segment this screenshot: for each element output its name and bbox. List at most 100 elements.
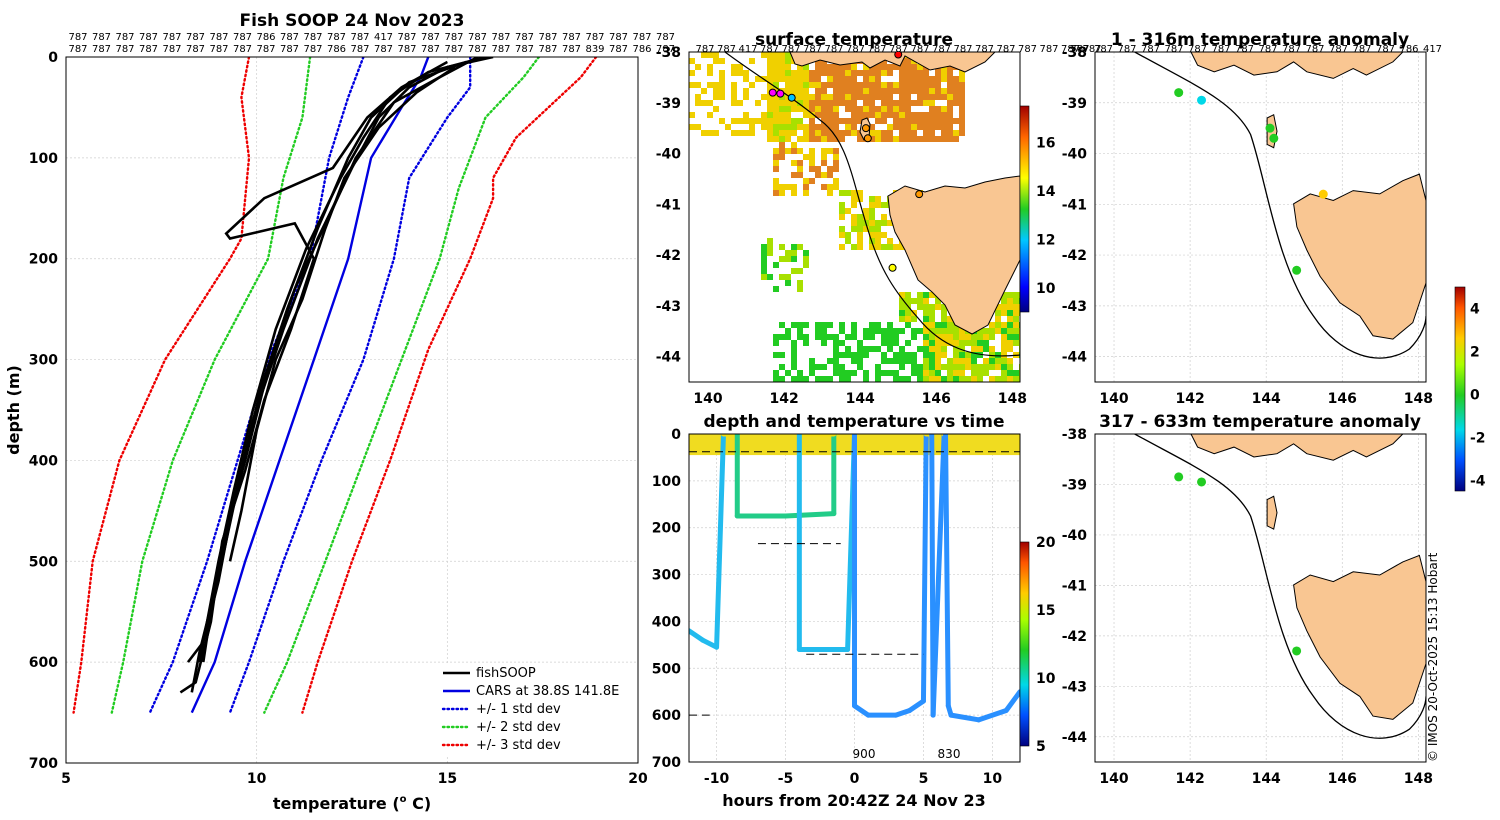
sst-pixel [791, 70, 797, 76]
sst-pixel [773, 82, 779, 88]
sst-pixel [845, 76, 851, 82]
sst-pixel [887, 100, 893, 106]
timeseries-segment [920, 434, 929, 704]
sst-pixel [779, 274, 785, 280]
sst-pixel [983, 370, 989, 376]
sst-pixel [899, 76, 905, 82]
sst-pixel [761, 268, 767, 274]
sst-pixel [917, 100, 923, 106]
sst-pixel [791, 244, 797, 250]
profile-top-count: 787 [186, 44, 205, 55]
sst-pixel [863, 334, 869, 340]
sst-pixel [935, 118, 941, 124]
sst-pixel [1013, 328, 1019, 334]
sst-pixel [929, 334, 935, 340]
sst-pixel [845, 64, 851, 70]
sst-pixel [797, 172, 803, 178]
sst-pixel [899, 304, 905, 310]
sst-pixel [779, 334, 785, 340]
profile-top-count: 787 [538, 44, 557, 55]
profile-top-count: 787 [209, 32, 228, 43]
timeseries-segment [907, 698, 926, 713]
timeseries-segment [714, 434, 726, 650]
anomaly-upper-point [1265, 123, 1275, 133]
sst-pixel [797, 88, 803, 94]
sst-pixel [899, 100, 905, 106]
sst-pixel [929, 328, 935, 334]
sst-pixel [887, 328, 893, 334]
sst-pixel [911, 136, 917, 142]
sst-pixel [863, 82, 869, 88]
sst-pixel [821, 118, 827, 124]
sst-pixel [791, 130, 797, 136]
sst-pixel [1007, 364, 1013, 370]
sst-pixel [929, 304, 935, 310]
sst-pixel [947, 76, 953, 82]
sst-pixel [869, 100, 875, 106]
sst-pixel [1001, 346, 1007, 352]
sst-pixel [929, 88, 935, 94]
profile-xtick: 20 [628, 771, 648, 787]
anomaly-upper-point [1292, 265, 1302, 275]
sst-pixel [839, 118, 845, 124]
sst-pixel [893, 64, 899, 70]
sst-pixel [845, 352, 851, 358]
sst-pixel [845, 100, 851, 106]
sst-pixel [893, 88, 899, 94]
sst-pixel [911, 130, 917, 136]
sst-pixel [995, 352, 1001, 358]
sst-colorbar-tick: 12 [1036, 232, 1055, 248]
timeseries-segment [689, 628, 706, 643]
sst-pixel [935, 88, 941, 94]
sst-station-marker [787, 93, 796, 102]
sst-pixel [743, 130, 749, 136]
sst-pixel [923, 370, 929, 376]
sst-pixel [713, 82, 719, 88]
sst-pixel [875, 112, 881, 118]
sst-pixel [1001, 298, 1007, 304]
sst-station-marker [888, 263, 897, 272]
sst-pixel [1013, 370, 1019, 376]
sst-pixel [845, 94, 851, 100]
sst-pixel [881, 220, 887, 226]
sst-pixel [785, 70, 791, 76]
profile-top-count: 787 [92, 32, 111, 43]
sst-pixel [809, 70, 815, 76]
sst-pixel [923, 82, 929, 88]
timeseries-ytick: 300 [652, 568, 681, 584]
sst-pixel [881, 64, 887, 70]
sst-pixel [767, 52, 773, 58]
sst-pixel [779, 112, 785, 118]
sst-pixel [923, 334, 929, 340]
sst-pixel [905, 82, 911, 88]
sst-pixel [821, 172, 827, 178]
sst-pixel [893, 100, 899, 106]
sst-pixel [707, 70, 713, 76]
profile-series-6 [72, 57, 251, 714]
sst-pixel [809, 136, 815, 142]
sst-pixel [905, 76, 911, 82]
sst-pixel [779, 100, 785, 106]
sst-pixel [995, 358, 1001, 364]
anomaly-colorbar-tick: 0 [1470, 387, 1480, 403]
sst-pixel [971, 340, 977, 346]
sst-pixel [809, 124, 815, 130]
sst-pixel [1013, 316, 1019, 322]
sst-pixel [833, 118, 839, 124]
sst-pixel [875, 202, 881, 208]
sst-pixel [893, 82, 899, 88]
sst-pixel [893, 376, 899, 382]
sst-pixel [821, 82, 827, 88]
sst-pixel [833, 82, 839, 88]
sst-pixel [791, 250, 797, 256]
anomaly-upper-top-count: 787 [1094, 44, 1113, 55]
sst-pixel [929, 358, 935, 364]
sst-pixel [911, 100, 917, 106]
sst-pixel [947, 376, 953, 382]
sst-pixel [881, 106, 887, 112]
sst-pixel [1007, 346, 1013, 352]
timeseries-segment [783, 511, 837, 519]
sst-pixel [887, 112, 893, 118]
sst-pixel [941, 322, 947, 328]
sst-pixel [905, 58, 911, 64]
